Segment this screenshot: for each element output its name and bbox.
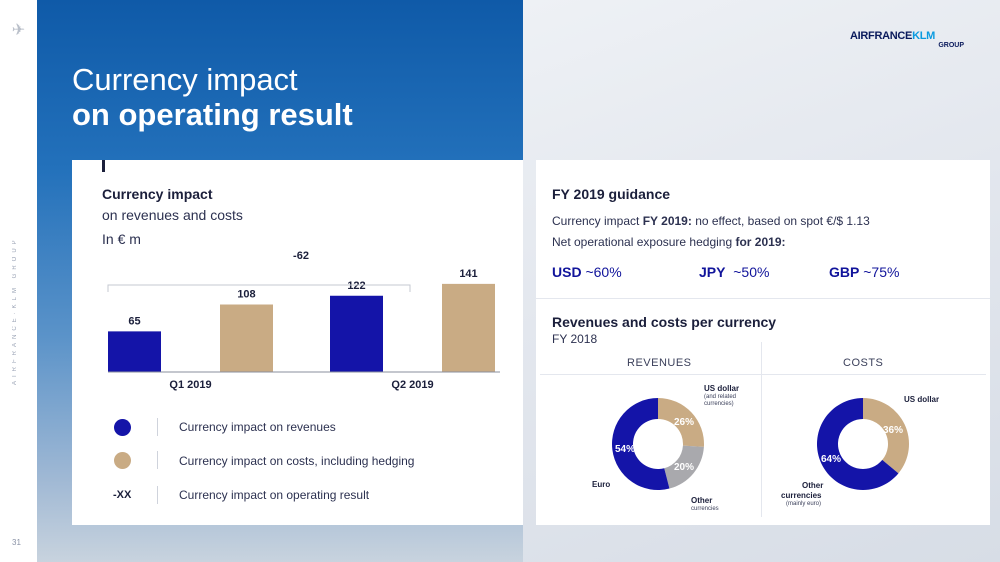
guidance-line-1-prefix: Currency impact xyxy=(552,214,643,228)
legend-divider xyxy=(157,486,158,504)
hedging-gbp-value: ~75% xyxy=(863,264,900,280)
hedging-jpy-value: ~50% xyxy=(733,264,770,280)
column-divider xyxy=(761,342,762,517)
logo-group-text: GROUP xyxy=(938,42,964,49)
sidebar-vertical-text: AIRFRANCE·KLM GROUP xyxy=(12,236,18,385)
legend-divider xyxy=(157,451,158,469)
donut-slice-label: 26% xyxy=(674,417,694,428)
donut-slice-label: 36% xyxy=(883,425,903,436)
costs-other-label-1: Other xyxy=(802,481,824,490)
section-divider xyxy=(536,298,990,299)
bar-costs-q1-2019 xyxy=(220,304,273,372)
donut-slice-us-dollar xyxy=(863,398,909,474)
page-title-line2: on operating result xyxy=(72,97,353,132)
revenues-usd-sublabel-2: currencies) xyxy=(704,401,734,407)
page-number: 31 xyxy=(12,538,21,547)
x-tick-label: Q1 2019 xyxy=(169,379,211,391)
hedging-jpy: JPY ~50% xyxy=(699,264,769,280)
section-marker xyxy=(102,160,105,172)
left-unit: In € m xyxy=(102,231,141,247)
bar-value-label: 65 xyxy=(128,315,140,327)
revenues-other-label: Other xyxy=(691,496,713,505)
guidance-line-1-bold: FY 2019: xyxy=(642,214,692,228)
left-subheading: on revenues and costs xyxy=(102,207,243,223)
donut-slice-label: 20% xyxy=(674,462,694,473)
guidance-title: FY 2019 guidance xyxy=(552,186,671,202)
per-currency-subtitle: FY 2018 xyxy=(552,332,598,346)
revenues-usd-label: US dollar xyxy=(704,384,740,393)
donut-slice-euro xyxy=(612,398,670,490)
revenues-column-head: REVENUES xyxy=(627,357,692,369)
logo-main-text: AIRFRANCE xyxy=(850,30,913,42)
guidance-line-2-bold: for 2019: xyxy=(735,235,786,249)
donut-slice-label: 54% xyxy=(615,444,635,455)
legend-divider xyxy=(157,418,158,436)
guidance-card xyxy=(536,160,990,525)
donut-slice-us-dollar xyxy=(658,398,704,447)
hedging-usd-code: USD xyxy=(552,264,582,280)
hedging-jpy-code: JPY xyxy=(699,264,726,280)
legend-revenues-label: Currency impact on revenues xyxy=(179,420,336,434)
donut-slice-other-currencies xyxy=(817,398,899,490)
bar-revenues-q2-2019 xyxy=(330,295,383,372)
legend-revenues-swatch xyxy=(114,419,131,436)
hedging-usd-value: ~60% xyxy=(585,264,622,280)
sidebar: ✈ AIRFRANCE·KLM GROUP 31 xyxy=(0,0,37,562)
x-tick-label: Q2 2019 xyxy=(391,379,433,391)
hedging-usd: USD ~60% xyxy=(552,264,622,280)
revenues-usd-sublabel-1: (and related xyxy=(704,394,737,400)
left-heading: Currency impact xyxy=(102,186,213,202)
bar-value-label: 122 xyxy=(347,280,365,292)
column-header-divider xyxy=(540,374,986,375)
costs-donut-chart: 36% 64% xyxy=(817,398,909,490)
guidance-line-1-suffix: no effect, based on spot €/$ 1.13 xyxy=(691,214,870,228)
costs-other-label-2: currencies xyxy=(781,491,822,500)
bar-chart: 65 108 Q1 2019 122 141 Q2 2019 -62 xyxy=(107,250,500,391)
legend-result-label: Currency impact on operating result xyxy=(179,488,370,502)
airfrance-klm-logo: AIRFRANCEKLM GROUP xyxy=(850,30,970,54)
guidance-line-2: Net operational exposure hedging for 201… xyxy=(552,235,786,249)
logo-accent-text: KLM xyxy=(912,30,936,42)
annotation-bracket xyxy=(107,284,411,292)
legend-costs-swatch xyxy=(114,452,131,469)
guidance-line-2-prefix: Net operational exposure hedging xyxy=(552,235,736,249)
airplane-icon: ✈ xyxy=(11,22,26,39)
bar-costs-q2-2019 xyxy=(442,283,495,372)
hedging-gbp-code: GBP xyxy=(829,264,860,280)
revenues-donut-chart: 26% 20% 54% xyxy=(612,398,704,490)
page-title-line1: Currency impact xyxy=(72,62,298,97)
per-currency-title: Revenues and costs per currency xyxy=(552,314,777,330)
bar-value-label: 108 xyxy=(237,289,255,301)
bar-value-label: 141 xyxy=(459,268,477,280)
bar-revenues-q1-2019 xyxy=(108,331,161,372)
revenues-euro-label: Euro xyxy=(592,480,611,489)
guidance-line-1: Currency impact FY 2019: no effect, base… xyxy=(552,214,870,228)
legend-result-marker: -XX xyxy=(113,489,132,501)
donut-slice-other xyxy=(664,445,704,489)
revenues-other-sublabel: currencies xyxy=(691,506,719,512)
costs-other-sublabel: (mainly euro) xyxy=(786,501,822,507)
legend-costs-label: Currency impact on costs, including hedg… xyxy=(179,454,415,468)
hedging-gbp: GBP ~75% xyxy=(829,264,899,280)
donut-slice-label: 64% xyxy=(821,454,841,465)
operating-result-annotation: -62 xyxy=(293,250,309,262)
costs-column-head: COSTS xyxy=(843,357,884,369)
costs-usd-label: US dollar xyxy=(904,395,940,404)
